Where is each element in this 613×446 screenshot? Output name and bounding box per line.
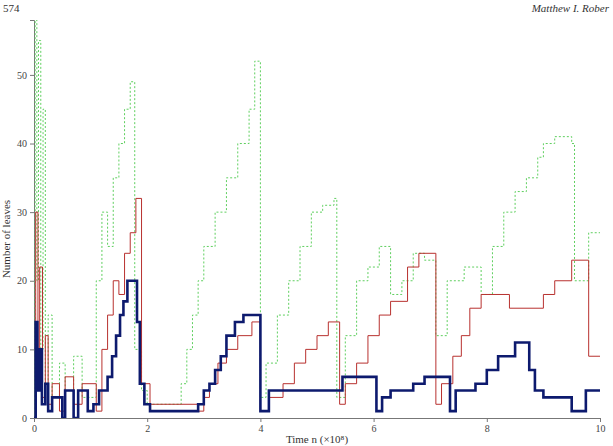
y-tick-mark <box>30 75 34 76</box>
x-tick-label: 10 <box>596 423 606 434</box>
y-tick-label: 0 <box>22 413 27 424</box>
x-tick-label: 8 <box>485 423 490 434</box>
x-axis-title: Time n (×10⁸) <box>286 433 349 446</box>
y-axis-title: Number of leaves <box>0 200 12 278</box>
x-tick: 8 <box>485 418 490 434</box>
y-tick: 10 <box>17 344 34 355</box>
x-axis-line <box>35 419 601 423</box>
y-tick: 30 <box>17 207 34 218</box>
y-tick: 0 <box>22 413 34 424</box>
header-text: 574 <box>3 2 20 14</box>
y-axis-line <box>30 21 35 419</box>
y-tick-label: 10 <box>17 344 27 355</box>
y-tick-mark <box>30 418 34 419</box>
x-tick-label: 0 <box>32 423 37 434</box>
x-tick-mark <box>260 418 261 422</box>
series-line <box>34 20 600 418</box>
y-tick-label: 40 <box>17 138 27 149</box>
y-tick-mark <box>30 349 34 350</box>
y-tick-label: 30 <box>17 207 27 218</box>
x-tick-label: 2 <box>145 423 150 434</box>
y-tick: 40 <box>17 138 34 149</box>
x-tick: 2 <box>145 418 150 434</box>
y-tick-mark <box>30 212 34 213</box>
x-tick: 10 <box>596 418 606 434</box>
x-tick-mark <box>600 418 601 422</box>
y-axis: 0 10 20 30 40 50 <box>17 21 35 424</box>
x-axis: 0 2 4 6 8 10 <box>32 418 606 434</box>
y-tick-mark <box>30 281 34 282</box>
x-tick: 0 <box>32 418 37 434</box>
chart: 574 Matthew I. Rober 0 2 4 6 8 10 0 10 20 30 40 50 Tim… <box>0 0 613 446</box>
x-tick: 4 <box>258 418 263 434</box>
x-tick-label: 4 <box>258 423 263 434</box>
y-tick-label: 20 <box>17 275 27 286</box>
y-tick-label: 50 <box>17 70 27 81</box>
series-line <box>34 281 600 418</box>
y-tick-mark <box>30 144 34 145</box>
x-tick-mark <box>374 418 375 422</box>
x-tick-label: 6 <box>372 423 377 434</box>
y-tick: 50 <box>17 70 34 81</box>
series-line <box>34 198 600 418</box>
x-tick-mark <box>147 418 148 422</box>
header-text: Matthew I. Rober <box>531 2 610 14</box>
y-tick: 20 <box>17 275 34 286</box>
series-group <box>34 20 600 418</box>
plot: 0 2 4 6 8 10 0 10 20 30 40 50 <box>17 20 606 434</box>
x-tick: 6 <box>372 418 377 434</box>
x-tick-mark <box>487 418 488 422</box>
